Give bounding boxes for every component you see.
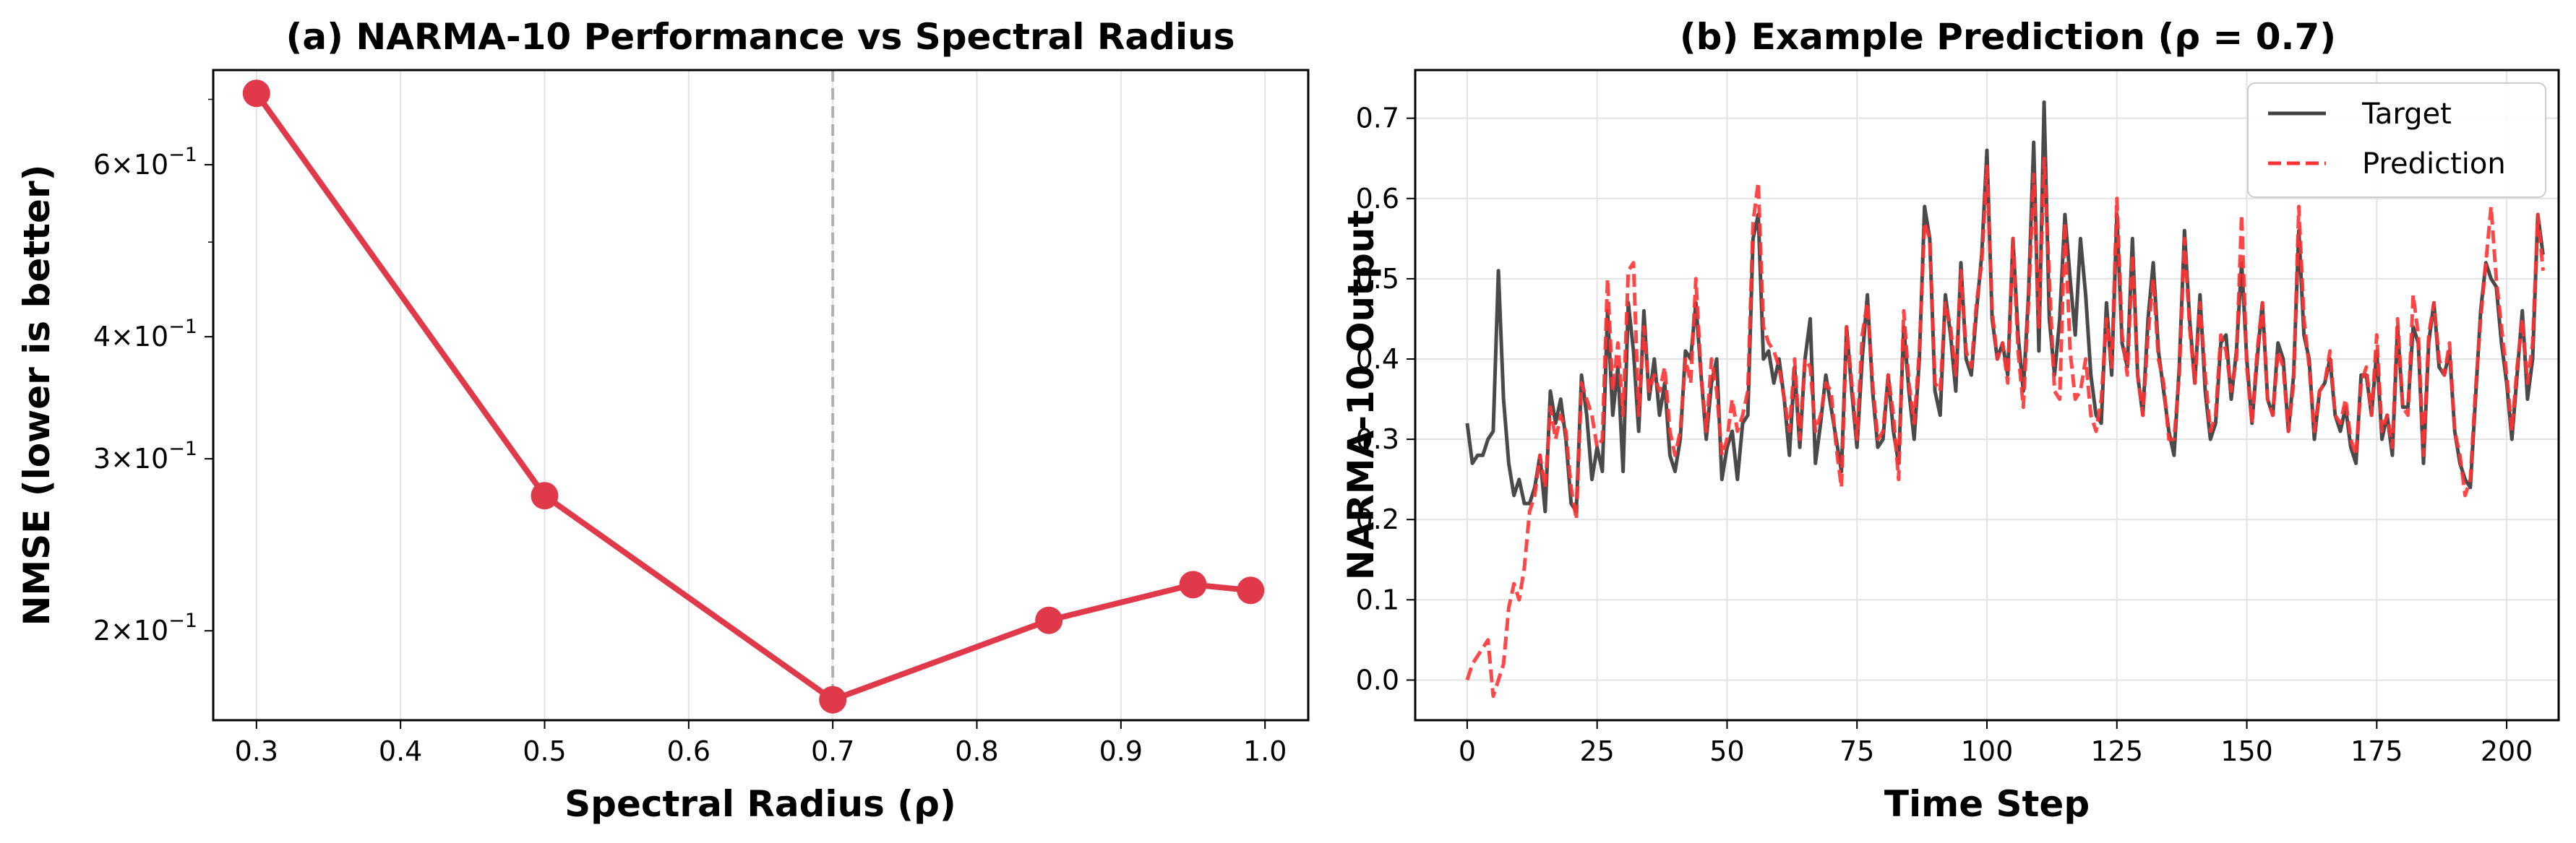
y-tick-label: 0.4 — [1356, 343, 1399, 375]
y-tick-label: 0.7 — [1356, 103, 1399, 134]
x-tick-label: 100 — [1961, 735, 2014, 767]
data-point — [1237, 576, 1265, 605]
panel-a: (a) NARMA-10 Performance vs Spectral Rad… — [16, 16, 1310, 825]
x-tick-label: 0.9 — [1099, 735, 1143, 767]
panel-a-series — [242, 79, 1265, 714]
x-tick-label: 50 — [1709, 735, 1744, 767]
panel-a-y-ticks: 2×10−1 3×10−1 4×10−1 6×10−1 — [93, 98, 213, 647]
y-tick-label: 0.3 — [1356, 423, 1399, 455]
y-tick-label: 0.2 — [1356, 503, 1399, 535]
panel-a-x-ticks: 0.3 0.4 0.5 0.6 0.7 0.8 0.9 1.0 — [235, 720, 1287, 767]
x-tick-label: 175 — [2350, 735, 2403, 767]
data-point — [819, 686, 847, 714]
panel-b-x-label: Time Step — [1884, 783, 2090, 825]
x-tick-label: 75 — [1839, 735, 1874, 767]
data-point — [242, 79, 270, 108]
panel-b-grid — [1415, 70, 2559, 720]
data-point — [531, 482, 559, 510]
x-tick-label: 0.8 — [955, 735, 998, 767]
x-tick-label: 1.0 — [1243, 735, 1287, 767]
y-tick-label: 6×10−1 — [93, 144, 197, 181]
panel-a-title: (a) NARMA-10 Performance vs Spectral Rad… — [286, 16, 1235, 58]
y-tick-label: 0.6 — [1356, 183, 1399, 215]
panel-b: (b) Example Prediction (ρ = 0.7) 0 25 50 75… — [1340, 16, 2560, 825]
panel-b-legend: Target Prediction — [2247, 82, 2546, 198]
data-point — [1035, 606, 1063, 634]
x-tick-label: 0.3 — [235, 735, 278, 767]
y-tick-label: 0.0 — [1356, 664, 1399, 696]
panel-b-x-ticks: 0 25 50 75 100 125 150 175 200 — [1459, 720, 2533, 767]
legend-label-target: Target — [2361, 98, 2452, 131]
y-tick-label: 0.1 — [1356, 584, 1399, 615]
x-tick-label: 0 — [1459, 735, 1476, 767]
panel-b-y-ticks: 0.0 0.1 0.2 0.3 0.4 0.5 0.6 0.7 — [1356, 103, 1415, 696]
y-tick-label: 2×10−1 — [93, 610, 197, 647]
x-tick-label: 200 — [2481, 735, 2533, 767]
series-line-prediction — [1465, 156, 2545, 699]
panel-a-x-label: Spectral Radius (ρ) — [564, 783, 956, 825]
panel-b-series — [1465, 100, 2545, 699]
panel-a-y-label: NMSE (lower is better) — [16, 165, 58, 626]
x-tick-label: 0.6 — [667, 735, 710, 767]
data-point — [1179, 571, 1207, 599]
y-tick-label: 3×10−1 — [93, 438, 197, 475]
panel-b-y-label: NARMA-10 Output — [1340, 210, 1382, 581]
x-tick-label: 150 — [2220, 735, 2273, 767]
x-tick-label: 0.4 — [379, 735, 422, 767]
y-tick-label: 0.5 — [1356, 263, 1399, 295]
series-line — [254, 91, 1251, 703]
x-tick-label: 0.5 — [523, 735, 566, 767]
y-tick-label: 4×10−1 — [93, 316, 197, 353]
x-tick-label: 125 — [2091, 735, 2144, 767]
x-tick-label: 25 — [1580, 735, 1615, 767]
legend-label-prediction: Prediction — [2362, 147, 2506, 181]
panel-b-title: (b) Example Prediction (ρ = 0.7) — [1680, 16, 2336, 58]
panel-a-grid — [255, 70, 1266, 720]
x-tick-label: 0.7 — [811, 735, 854, 767]
panel-a-frame — [212, 69, 1310, 722]
